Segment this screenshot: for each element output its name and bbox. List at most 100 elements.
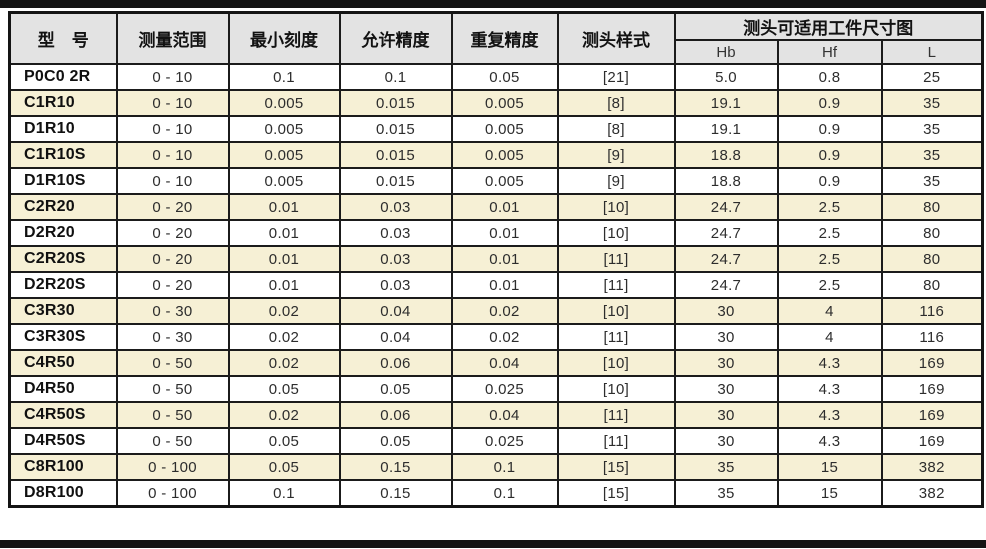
value-cell: 0.06 bbox=[338, 349, 453, 377]
value-cell: 18.8 bbox=[673, 167, 779, 195]
col-header-probe-style: 测头样式 bbox=[556, 11, 676, 65]
value-cell: 30 bbox=[673, 297, 779, 325]
value-cell: 0.9 bbox=[776, 167, 883, 195]
value-cell: 0 - 30 bbox=[115, 297, 230, 325]
value-cell: [11] bbox=[556, 271, 676, 299]
value-cell: 0.01 bbox=[227, 271, 341, 299]
model-cell: C3R30S bbox=[8, 323, 118, 351]
value-cell: 0 - 10 bbox=[115, 141, 230, 169]
value-cell: 30 bbox=[673, 401, 779, 429]
value-cell: 0.02 bbox=[227, 401, 341, 429]
value-cell: 0.15 bbox=[338, 453, 453, 481]
value-cell: 0.02 bbox=[450, 323, 559, 351]
value-cell: [9] bbox=[556, 167, 676, 195]
value-cell: 0.02 bbox=[227, 349, 341, 377]
value-cell: 0.04 bbox=[450, 401, 559, 429]
value-cell: 0 - 50 bbox=[115, 401, 230, 429]
table-body: P0C0 2R 0 - 10 0.1 0.1 0.05 [21] 5.0 0.8 25 C1R10… bbox=[8, 63, 984, 508]
model-cell: C2R20 bbox=[8, 193, 118, 221]
model-cell: D1R10S bbox=[8, 167, 118, 195]
value-cell: 24.7 bbox=[673, 245, 779, 273]
value-cell: [11] bbox=[556, 245, 676, 273]
value-cell: 0.02 bbox=[227, 323, 341, 351]
value-cell: 0.9 bbox=[776, 115, 883, 143]
top-rule-bar bbox=[0, 0, 986, 8]
col-header-range: 测量范围 bbox=[115, 11, 230, 65]
value-cell: 169 bbox=[880, 427, 984, 455]
value-cell: 0.005 bbox=[450, 167, 559, 195]
model-cell: D4R50 bbox=[8, 375, 118, 403]
value-cell: 35 bbox=[880, 89, 984, 117]
col-header-size-group: 测头可适用工件尺寸图 bbox=[673, 11, 984, 41]
value-cell: 35 bbox=[880, 141, 984, 169]
value-cell: [10] bbox=[556, 193, 676, 221]
spec-table-wrap: 型 号 测量范围 最小刻度 允许精度 重复精度 测头样式 测头可适用工件尺寸图 … bbox=[8, 11, 984, 508]
value-cell: 0 - 50 bbox=[115, 427, 230, 455]
table-row: D1R10 0 - 10 0.005 0.015 0.005 [8] 19.1 0.9 35 bbox=[8, 115, 984, 143]
value-cell: [10] bbox=[556, 297, 676, 325]
value-cell: 0.9 bbox=[776, 89, 883, 117]
value-cell: 0.05 bbox=[450, 63, 559, 91]
value-cell: 5.0 bbox=[673, 63, 779, 91]
model-cell: C4R50S bbox=[8, 401, 118, 429]
value-cell: 19.1 bbox=[673, 115, 779, 143]
table-row: C4R50S 0 - 50 0.02 0.06 0.04 [11] 30 4.3 169 bbox=[8, 401, 984, 429]
model-cell: C3R30 bbox=[8, 297, 118, 325]
table-row: C3R30S 0 - 30 0.02 0.04 0.02 [11] 30 4 116 bbox=[8, 323, 984, 351]
model-cell: D8R100 bbox=[8, 479, 118, 508]
table-row: P0C0 2R 0 - 10 0.1 0.1 0.05 [21] 5.0 0.8 25 bbox=[8, 63, 984, 91]
value-cell: 0.01 bbox=[227, 219, 341, 247]
value-cell: 2.5 bbox=[776, 271, 883, 299]
value-cell: 0.025 bbox=[450, 375, 559, 403]
value-cell: 80 bbox=[880, 193, 984, 221]
value-cell: [8] bbox=[556, 115, 676, 143]
value-cell: 0.015 bbox=[338, 167, 453, 195]
value-cell: 0.05 bbox=[227, 453, 341, 481]
bottom-rule-bar bbox=[0, 540, 986, 548]
model-cell: D1R10 bbox=[8, 115, 118, 143]
col-header-min-scale: 最小刻度 bbox=[227, 11, 341, 65]
value-cell: 0.05 bbox=[227, 375, 341, 403]
value-cell: 0.1 bbox=[227, 479, 341, 508]
value-cell: 0.04 bbox=[450, 349, 559, 377]
value-cell: 0 - 20 bbox=[115, 193, 230, 221]
value-cell: [11] bbox=[556, 401, 676, 429]
value-cell: 0.8 bbox=[776, 63, 883, 91]
value-cell: 35 bbox=[880, 115, 984, 143]
table-row: D1R10S 0 - 10 0.005 0.015 0.005 [9] 18.8 0.9 35 bbox=[8, 167, 984, 195]
table-row: C2R20 0 - 20 0.01 0.03 0.01 [10] 24.7 2.5 80 bbox=[8, 193, 984, 221]
value-cell: 0.01 bbox=[450, 193, 559, 221]
value-cell: 382 bbox=[880, 453, 984, 481]
value-cell: 0.005 bbox=[227, 141, 341, 169]
value-cell: 169 bbox=[880, 349, 984, 377]
value-cell: 0 - 30 bbox=[115, 323, 230, 351]
table-row: C2R20S 0 - 20 0.01 0.03 0.01 [11] 24.7 2.5 80 bbox=[8, 245, 984, 273]
value-cell: 0 - 50 bbox=[115, 349, 230, 377]
model-cell: C1R10 bbox=[8, 89, 118, 117]
value-cell: 0.04 bbox=[338, 297, 453, 325]
value-cell: 0.01 bbox=[450, 245, 559, 273]
table-row: C8R100 0 - 100 0.05 0.15 0.1 [15] 35 15 382 bbox=[8, 453, 984, 481]
value-cell: 0.03 bbox=[338, 219, 453, 247]
value-cell: 0 - 20 bbox=[115, 271, 230, 299]
value-cell: 18.8 bbox=[673, 141, 779, 169]
value-cell: 116 bbox=[880, 297, 984, 325]
value-cell: 0 - 10 bbox=[115, 167, 230, 195]
value-cell: 15 bbox=[776, 453, 883, 481]
col-header-accuracy: 允许精度 bbox=[338, 11, 453, 65]
value-cell: 30 bbox=[673, 349, 779, 377]
value-cell: 0.01 bbox=[227, 193, 341, 221]
value-cell: 4.3 bbox=[776, 375, 883, 403]
table-row: D8R100 0 - 100 0.1 0.15 0.1 [15] 35 15 382 bbox=[8, 479, 984, 508]
col-subheader-l: L bbox=[880, 39, 984, 65]
value-cell: [15] bbox=[556, 479, 676, 508]
value-cell: 0.15 bbox=[338, 479, 453, 508]
model-cell: C8R100 bbox=[8, 453, 118, 481]
value-cell: [10] bbox=[556, 219, 676, 247]
value-cell: 0.1 bbox=[450, 479, 559, 508]
model-cell: D4R50S bbox=[8, 427, 118, 455]
value-cell: 0 - 20 bbox=[115, 245, 230, 273]
model-cell: D2R20S bbox=[8, 271, 118, 299]
value-cell: 30 bbox=[673, 323, 779, 351]
value-cell: 0.005 bbox=[450, 141, 559, 169]
